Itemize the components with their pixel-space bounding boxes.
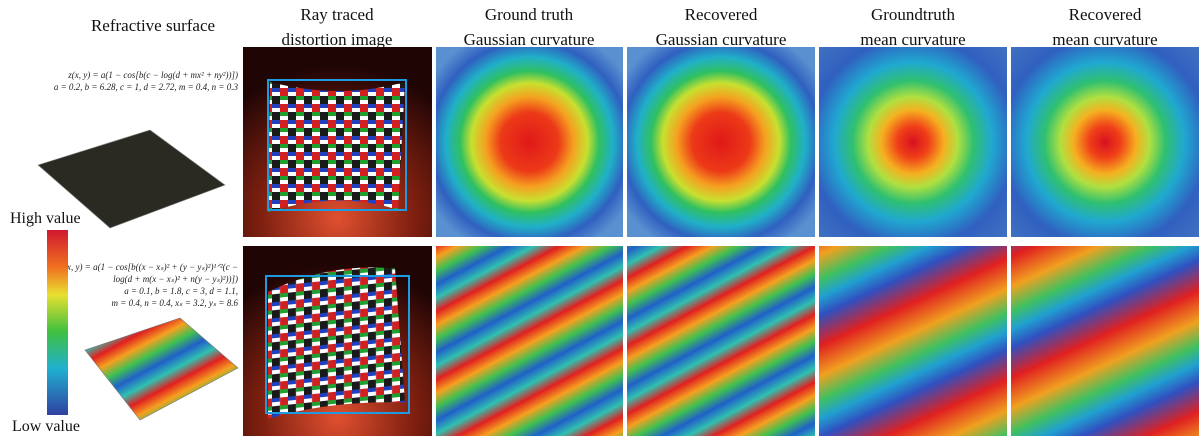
column-header: Recovered [685, 5, 758, 24]
distortion-image [243, 246, 432, 436]
formula: m = 0.4, n = 0.4, xₛ = 3.2, yₛ = 8.6 [112, 298, 239, 308]
column-header: Ground truth [485, 5, 574, 24]
curvature-map [1011, 47, 1199, 237]
colorbar-high: High value [10, 210, 81, 227]
colorbar [47, 230, 68, 415]
formula: z(x, y) = a(1 − cos[b((x − xₛ)² + (y − y… [60, 262, 238, 272]
formula: z(x, y) = a(1 − cos[b(c − log(d + mx² + … [67, 70, 238, 80]
curvature-map [819, 47, 1007, 237]
figure: Refractive surface Ray traced distortion i… [0, 0, 1199, 438]
curvature-map [436, 47, 623, 237]
column-header: Groundtruth [871, 5, 956, 24]
curvature-map [1011, 246, 1199, 436]
formula: a = 0.2, b = 6.28, c = 1, d = 2.72, m = … [54, 82, 239, 92]
surface-plot [85, 318, 238, 420]
distortion-image [243, 47, 432, 237]
curvature-map [819, 246, 1007, 436]
curvature-map [627, 47, 815, 237]
column-header: Refractive surface [91, 16, 215, 35]
formula: a = 0.1, b = 1.8, c = 3, d = 1.1, [124, 286, 238, 296]
column-header: mean curvature [860, 30, 965, 49]
curvature-map [436, 246, 623, 436]
headers: Refractive surface Ray traced distortion i… [91, 5, 1158, 49]
formula: log(d + m(x − xₛ)² + n(y − yₛ)²))]) [113, 274, 238, 284]
curvature-map [627, 246, 815, 436]
column-header: distortion image [282, 30, 393, 49]
column-header: Gaussian curvature [656, 30, 787, 49]
column-header: Ray traced [300, 5, 374, 24]
colorbar-low: Low value [12, 418, 80, 435]
column-header: mean curvature [1052, 30, 1157, 49]
column-header: Recovered [1069, 5, 1142, 24]
column-header: Gaussian curvature [464, 30, 595, 49]
